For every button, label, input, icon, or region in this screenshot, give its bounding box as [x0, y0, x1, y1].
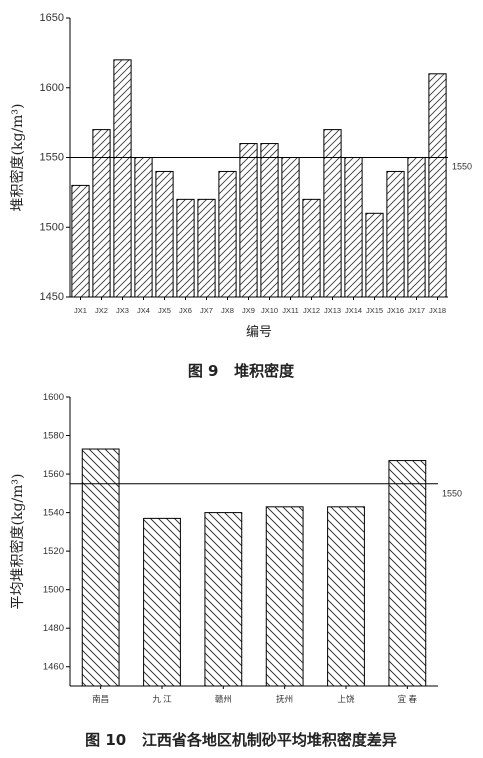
x-tick-label: 九 江: [152, 694, 172, 704]
regional-density-chart: 1460 1480 1500 1520 1540 1560 1580 1600 南昌 九 江 赣州…: [9, 392, 462, 749]
x-tick-label: JX17: [408, 306, 425, 315]
bar: [260, 143, 279, 298]
bar: [71, 184, 90, 298]
bar: [239, 143, 258, 298]
x-tick-label: JX1: [74, 306, 87, 315]
bar: [218, 170, 237, 298]
x-tick-label: 上饶: [337, 694, 355, 704]
x-axis-label: 编号: [246, 325, 272, 340]
bar: [365, 212, 384, 298]
x-tick-label: JX5: [158, 306, 171, 315]
x-tick-label: JX7: [200, 306, 213, 315]
x-tick-label: JX8: [221, 306, 234, 315]
reference-line-label: 1550: [452, 162, 472, 172]
y-tick-label: 1450: [40, 291, 64, 303]
figure-caption: 图 9 堆积密度: [188, 362, 295, 380]
figure-caption: 图 10 江西省各地区机制砂平均堆积密度差异: [85, 731, 397, 749]
x-tick-label: JX9: [242, 306, 255, 315]
y-tick-label: 1650: [40, 12, 64, 24]
y-tick-label: 1540: [43, 508, 64, 519]
x-tick-label: JX15: [366, 306, 383, 315]
bar: [302, 198, 321, 298]
bar: [143, 517, 181, 687]
x-tick-label: 南昌: [92, 694, 109, 704]
x-tick-label: JX13: [324, 306, 341, 315]
x-tick-label: 宜 春: [398, 694, 418, 704]
bar: [81, 448, 120, 687]
x-tick-label: 抚州: [276, 694, 293, 704]
bar: [281, 157, 300, 298]
y-tick-label: 1460: [43, 662, 64, 673]
y-tick-label: 1500: [43, 585, 64, 596]
bar: [265, 506, 304, 687]
bar: [134, 157, 153, 298]
bar: [113, 59, 132, 298]
y-tick-label: 1520: [43, 546, 64, 557]
x-tick-label: JX4: [137, 306, 150, 315]
x-tick-label: JX16: [387, 306, 404, 315]
y-tick-label: 1560: [43, 469, 64, 480]
x-tick-label: JX6: [179, 306, 192, 315]
y-tick-label: 1500: [40, 221, 64, 233]
y-tick-label: 1600: [40, 82, 64, 94]
x-tick-label: JX11: [282, 306, 299, 315]
y-tick-label: 1480: [43, 623, 64, 634]
y-tick-label: 1550: [40, 152, 64, 164]
reference-line-label: 1550: [442, 489, 462, 499]
bar: [344, 157, 363, 298]
bar: [386, 170, 405, 298]
y-axis-label: 平均堆积密度(kg/m³): [9, 474, 26, 610]
bar: [92, 129, 111, 298]
x-tick-label: JX18: [429, 306, 446, 315]
bar: [155, 170, 174, 298]
bar: [197, 198, 216, 298]
bar: [323, 129, 342, 298]
x-tick-label: JX3: [116, 306, 129, 315]
bar: [388, 460, 427, 687]
x-tick-label: JX14: [345, 306, 362, 315]
x-tick-label: JX10: [261, 306, 278, 315]
x-tick-label: JX12: [303, 306, 320, 315]
y-axis-label: 堆积密度(kg/m³): [9, 104, 26, 212]
x-tick-label: JX2: [95, 306, 108, 315]
x-tick-label: 赣州: [215, 694, 232, 704]
bar: [407, 157, 426, 298]
bar: [327, 506, 365, 687]
bulk-density-chart: 1450 1500 1550 1600 1650 JX1 JX2 JX3 JX4 JX5 JX6 J…: [9, 12, 472, 380]
y-tick-label: 1580: [43, 431, 64, 442]
bar: [204, 512, 243, 687]
bar: [428, 73, 447, 298]
y-tick-label: 1600: [43, 392, 64, 403]
bar: [176, 198, 195, 298]
